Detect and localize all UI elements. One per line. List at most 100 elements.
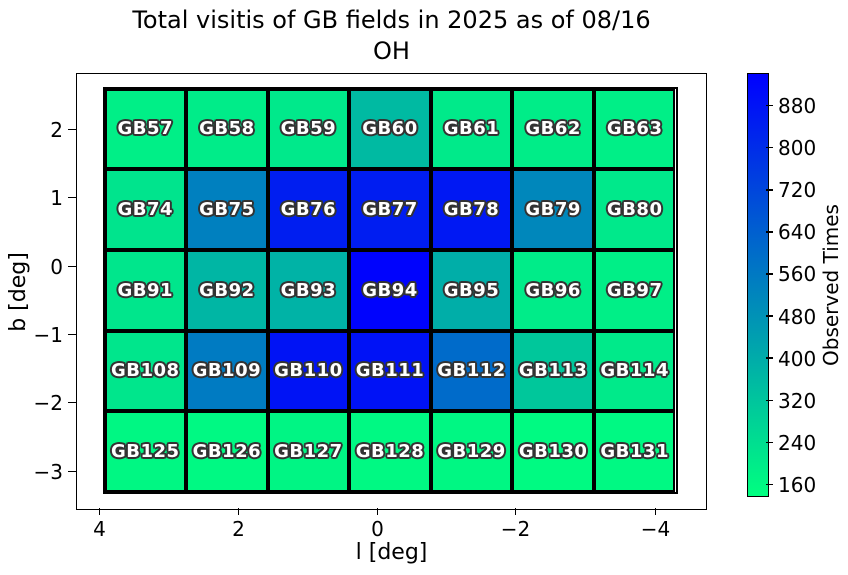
x-tick-mark (654, 508, 657, 515)
heatmap-cell: GB93 (267, 249, 350, 331)
colorbar-tick-label: 880 (778, 94, 817, 119)
colorbar-tick-mark (766, 146, 773, 149)
heatmap-cell: GB74 (104, 169, 187, 250)
heatmap-cell: GB80 (593, 169, 676, 250)
cell-label: GB60 (362, 118, 418, 140)
heatmap-cell: GB112 (430, 330, 513, 412)
heatmap-cell: GB114 (593, 330, 676, 412)
cell-label: GB61 (443, 118, 500, 140)
heatmap-cell: GB75 (186, 169, 268, 250)
heatmap-cell: GB130 (512, 411, 594, 492)
heatmap-cell: GB125 (104, 411, 187, 492)
chart-title: Total visitis of GB fields in 2025 as of… (76, 5, 707, 67)
heatmap-cell: GB129 (430, 411, 513, 492)
colorbar-tick-label: 640 (778, 220, 817, 245)
y-tick-label: −3 (33, 459, 63, 484)
heatmap-cell: GB97 (593, 249, 676, 331)
heatmap-cell: GB62 (512, 88, 594, 170)
cell-label: GB109 (192, 360, 262, 382)
cell-label: GB94 (362, 279, 418, 301)
cell-label: GB92 (199, 279, 255, 301)
heatmap-cell: GB127 (267, 411, 350, 492)
x-tick-mark (237, 508, 240, 515)
cell-label: GB111 (355, 360, 425, 382)
cell-label: GB57 (117, 118, 174, 140)
heatmap-cell: GB78 (430, 169, 513, 250)
cell-label: GB79 (525, 199, 581, 221)
y-tick-label: 1 (50, 185, 63, 210)
y-tick-label: −2 (33, 390, 63, 415)
x-tick-label: −4 (640, 517, 671, 541)
cell-label: GB108 (110, 360, 180, 382)
colorbar-tick-mark (766, 441, 773, 444)
cell-label: GB131 (600, 441, 669, 463)
y-tick-mark (68, 401, 76, 404)
heatmap-cell: GB76 (267, 169, 350, 250)
heatmap-cell: GB131 (593, 411, 676, 492)
heatmap-cell: GB126 (186, 411, 268, 492)
heatmap-cell: GB113 (512, 330, 594, 412)
heatmap-cell: GB57 (104, 88, 187, 170)
heatmap-cell: GB111 (349, 330, 431, 412)
cell-label: GB129 (437, 441, 506, 463)
cell-label: GB97 (606, 279, 663, 301)
x-tick-mark (514, 508, 517, 515)
cell-label: GB59 (280, 118, 337, 140)
colorbar-tick-mark (766, 231, 773, 233)
cell-label: GB76 (280, 199, 337, 221)
x-tick-mark (98, 508, 101, 515)
x-tick-mark (376, 508, 379, 515)
colorbar-tick-label: 160 (778, 472, 817, 497)
colorbar (747, 73, 773, 497)
colorbar-tick-mark (766, 315, 773, 317)
colorbar-tick-label: 560 (778, 262, 817, 287)
heatmap-cell: GB128 (349, 411, 431, 492)
colorbar-tick-label: 720 (778, 178, 817, 203)
cell-label: GB130 (518, 441, 588, 463)
heatmap-cell: GB96 (512, 249, 594, 331)
y-tick-mark (68, 196, 76, 199)
cell-label: GB93 (280, 279, 337, 301)
heatmap-cell: GB110 (267, 330, 350, 412)
heatmap-cell: GB91 (104, 249, 187, 331)
x-axis-label: l [deg] (355, 540, 428, 565)
cell-label: GB95 (443, 279, 500, 301)
cell-label: GB125 (110, 441, 180, 463)
y-tick-mark (68, 265, 76, 268)
cell-label: GB80 (606, 199, 663, 221)
colorbar-tick-mark (766, 273, 773, 275)
colorbar-tick-label: 800 (778, 136, 817, 161)
heatmap-cell: GB61 (430, 88, 513, 170)
y-tick-label: 0 (50, 254, 63, 279)
cell-label: GB91 (117, 279, 174, 301)
x-tick-label: 2 (232, 517, 245, 541)
colorbar-tick-mark (766, 189, 773, 191)
x-tick-label: −2 (500, 517, 531, 541)
heatmap-cell: GB109 (186, 330, 268, 412)
colorbar-tick-mark (766, 104, 773, 107)
y-tick-mark (68, 470, 76, 473)
colorbar-tick-mark (766, 399, 773, 402)
heatmap-cell: GB92 (186, 249, 268, 331)
colorbar-tick-label: 240 (778, 430, 817, 455)
cell-label: GB112 (437, 360, 506, 382)
heatmap-cell: GB108 (104, 330, 187, 412)
colorbar-tick-label: 320 (778, 388, 817, 413)
heatmap-cell: GB77 (349, 169, 431, 250)
colorbar-tick-mark (766, 357, 773, 359)
cell-label: GB77 (362, 199, 418, 221)
plot-area: GB57 GB58 GB59 GB60 GB61 GB62 GB63 GB74 GB75 GB76… (34, 73, 707, 541)
y-tick-mark (68, 333, 76, 336)
cell-label: GB78 (443, 199, 500, 221)
heatmap-cell: GB58 (186, 88, 268, 170)
colorbar-tick-mark (766, 483, 773, 486)
y-tick-mark (68, 128, 76, 131)
x-tick-label: 0 (371, 517, 384, 541)
cell-label: GB127 (274, 441, 343, 463)
cell-label: GB128 (355, 441, 425, 463)
heatmap-cell: GB60 (349, 88, 431, 170)
y-tick-label: 2 (50, 117, 63, 142)
cell-label: GB114 (600, 360, 669, 382)
x-tick-label: 4 (93, 517, 106, 541)
